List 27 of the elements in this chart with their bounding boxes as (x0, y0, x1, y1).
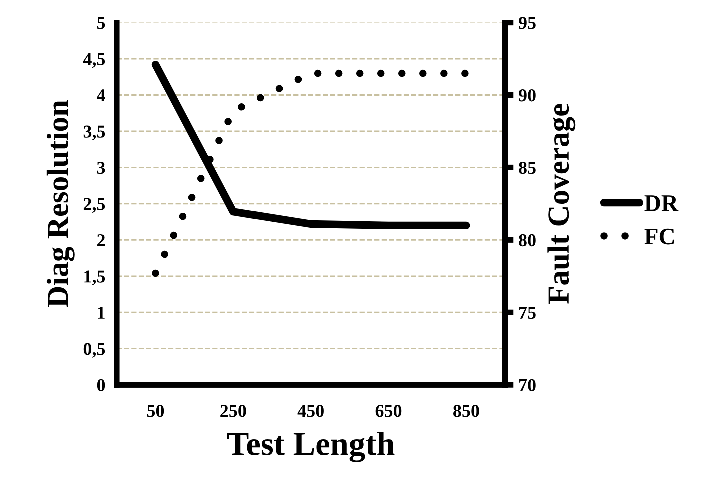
y-axis-title: Diag Resolution (46, 100, 75, 308)
x-tick-label: 50 (147, 405, 164, 418)
y-tick-label: 3 (97, 162, 106, 174)
y-tick-label: 3,5 (84, 126, 106, 141)
legend-label: DR (644, 196, 679, 212)
y2-tick-label: 70 (520, 379, 536, 392)
y-tick-label: 0 (97, 379, 106, 392)
legend-label: FC (644, 228, 674, 245)
y-tick-label: 1 (98, 306, 105, 319)
y-tick-label: 5 (97, 17, 106, 30)
y-tick-label: 1,5 (84, 270, 106, 286)
y2-tick-label: 75 (520, 307, 536, 320)
y2-tick-label: 85 (519, 162, 536, 174)
x-tick-label: 450 (298, 405, 324, 418)
y2-tick-label: 90 (518, 90, 536, 102)
x-axis-title: Test Length (227, 432, 395, 463)
y-tick-label: 4 (96, 90, 106, 102)
y2-axis-title: Fault Coverage (548, 104, 576, 304)
x-tick-label: 250 (220, 405, 246, 418)
y-tick-label: 0,5 (84, 343, 106, 358)
y-tick-label: 2,5 (84, 198, 106, 214)
x-tick-label: 650 (376, 405, 402, 418)
x-tick-label: 850 (454, 405, 480, 418)
y-tick-label: 4,5 (83, 53, 106, 68)
y-tick-label: 2 (98, 234, 105, 246)
y2-tick-label: 80 (519, 234, 536, 247)
y2-tick-label: 95 (518, 17, 536, 30)
